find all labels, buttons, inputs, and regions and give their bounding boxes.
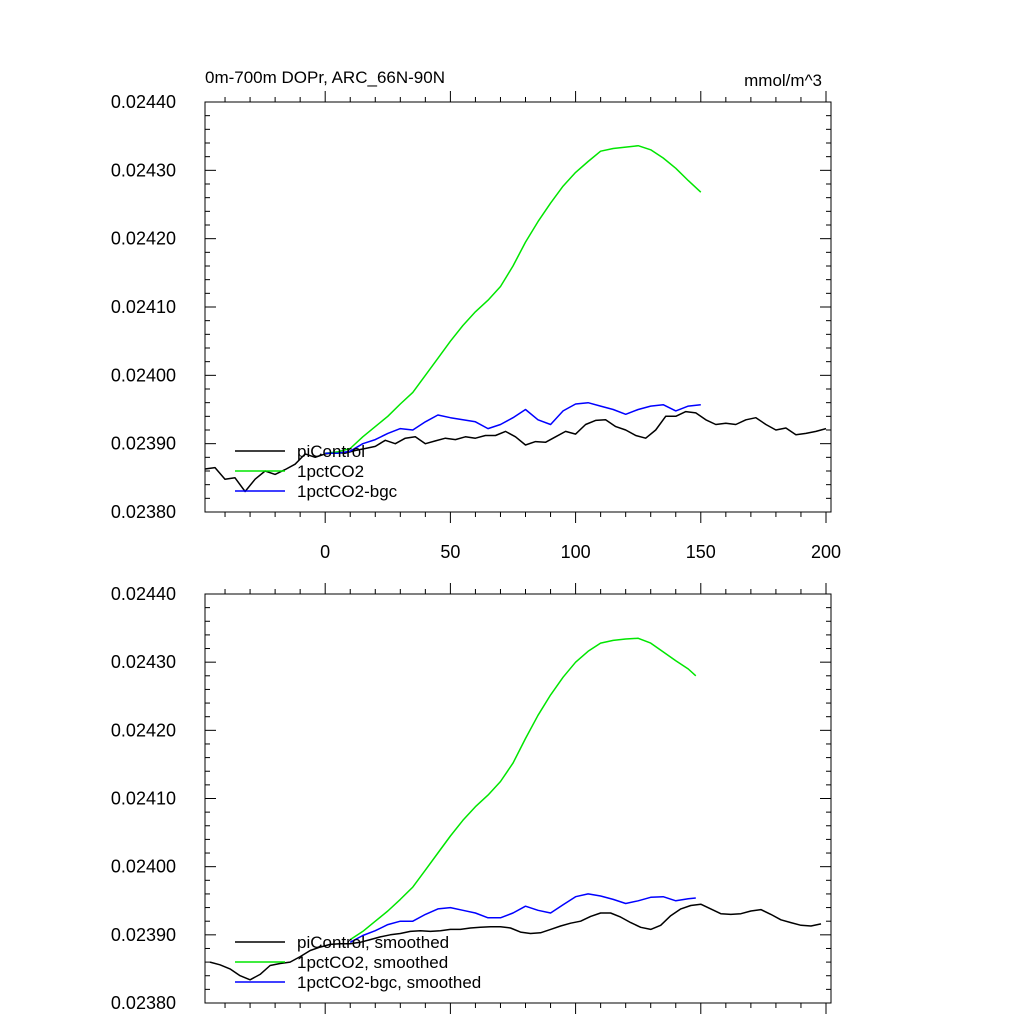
series-line bbox=[209, 903, 822, 981]
legend-label: 1pctCO2-bgc, smoothed bbox=[297, 973, 481, 992]
y-tick-label: 0.02440 bbox=[111, 584, 176, 604]
series-line bbox=[325, 144, 702, 454]
series-line bbox=[349, 893, 696, 943]
legend-label: piControl bbox=[297, 442, 365, 461]
x-tick-label: 0 bbox=[320, 542, 330, 562]
x-tick-label: 200 bbox=[811, 542, 841, 562]
series-line bbox=[349, 637, 697, 941]
y-tick-label: 0.02430 bbox=[111, 160, 176, 180]
y-tick-label: 0.02380 bbox=[111, 993, 176, 1013]
y-tick-label: 0.02420 bbox=[111, 720, 176, 740]
y-tick-label: 0.02410 bbox=[111, 297, 176, 317]
y-tick-label: 0.02400 bbox=[111, 857, 176, 877]
legend-label: 1pctCO2 bbox=[297, 462, 364, 481]
y-tick-label: 0.02420 bbox=[111, 229, 176, 249]
top-panel: 0.02380 0.02390 0.02400 0.02410 0.02420 0.024… bbox=[111, 91, 841, 562]
legend-label: 1pctCO2-bgc bbox=[297, 482, 398, 501]
y-tick-label: 0.02390 bbox=[111, 925, 176, 945]
series-line bbox=[325, 401, 701, 454]
y-tick-label: 0.02410 bbox=[111, 789, 176, 809]
x-tick-label: 50 bbox=[440, 542, 460, 562]
x-tick-label: 150 bbox=[686, 542, 716, 562]
y-tick-label: 0.02390 bbox=[111, 434, 176, 454]
y-tick-label: 0.02430 bbox=[111, 652, 176, 672]
series-line bbox=[204, 410, 827, 493]
legend-label: piControl, smoothed bbox=[297, 933, 449, 952]
chart-title: 0m-700m DOPr, ARC_66N-90N bbox=[205, 68, 445, 87]
bottom-panel: 0.02380 0.02390 0.02400 0.02410 0.02420 0.024… bbox=[111, 583, 832, 1014]
y-tick-label: 0.02440 bbox=[111, 92, 176, 112]
units-label: mmol/m^3 bbox=[744, 71, 822, 90]
y-tick-label: 0.02380 bbox=[111, 502, 176, 522]
y-tick-label: 0.02400 bbox=[111, 365, 176, 385]
legend-label: 1pctCO2, smoothed bbox=[297, 953, 448, 972]
x-tick-label: 100 bbox=[561, 542, 591, 562]
